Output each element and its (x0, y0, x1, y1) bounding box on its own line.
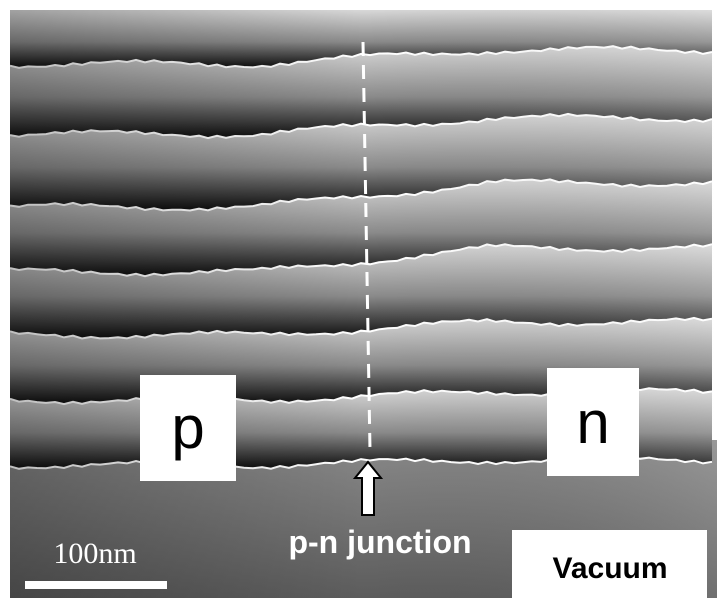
scale-bar (25, 581, 167, 589)
vacuum-label: Vacuum (552, 552, 667, 585)
p-label: p (171, 394, 204, 461)
micrograph: p n p-n junction 100nm Vacuum (0, 0, 725, 605)
n-label: n (576, 389, 609, 456)
junction-label: p-n junction (288, 524, 471, 560)
scale-label: 100nm (53, 537, 136, 570)
